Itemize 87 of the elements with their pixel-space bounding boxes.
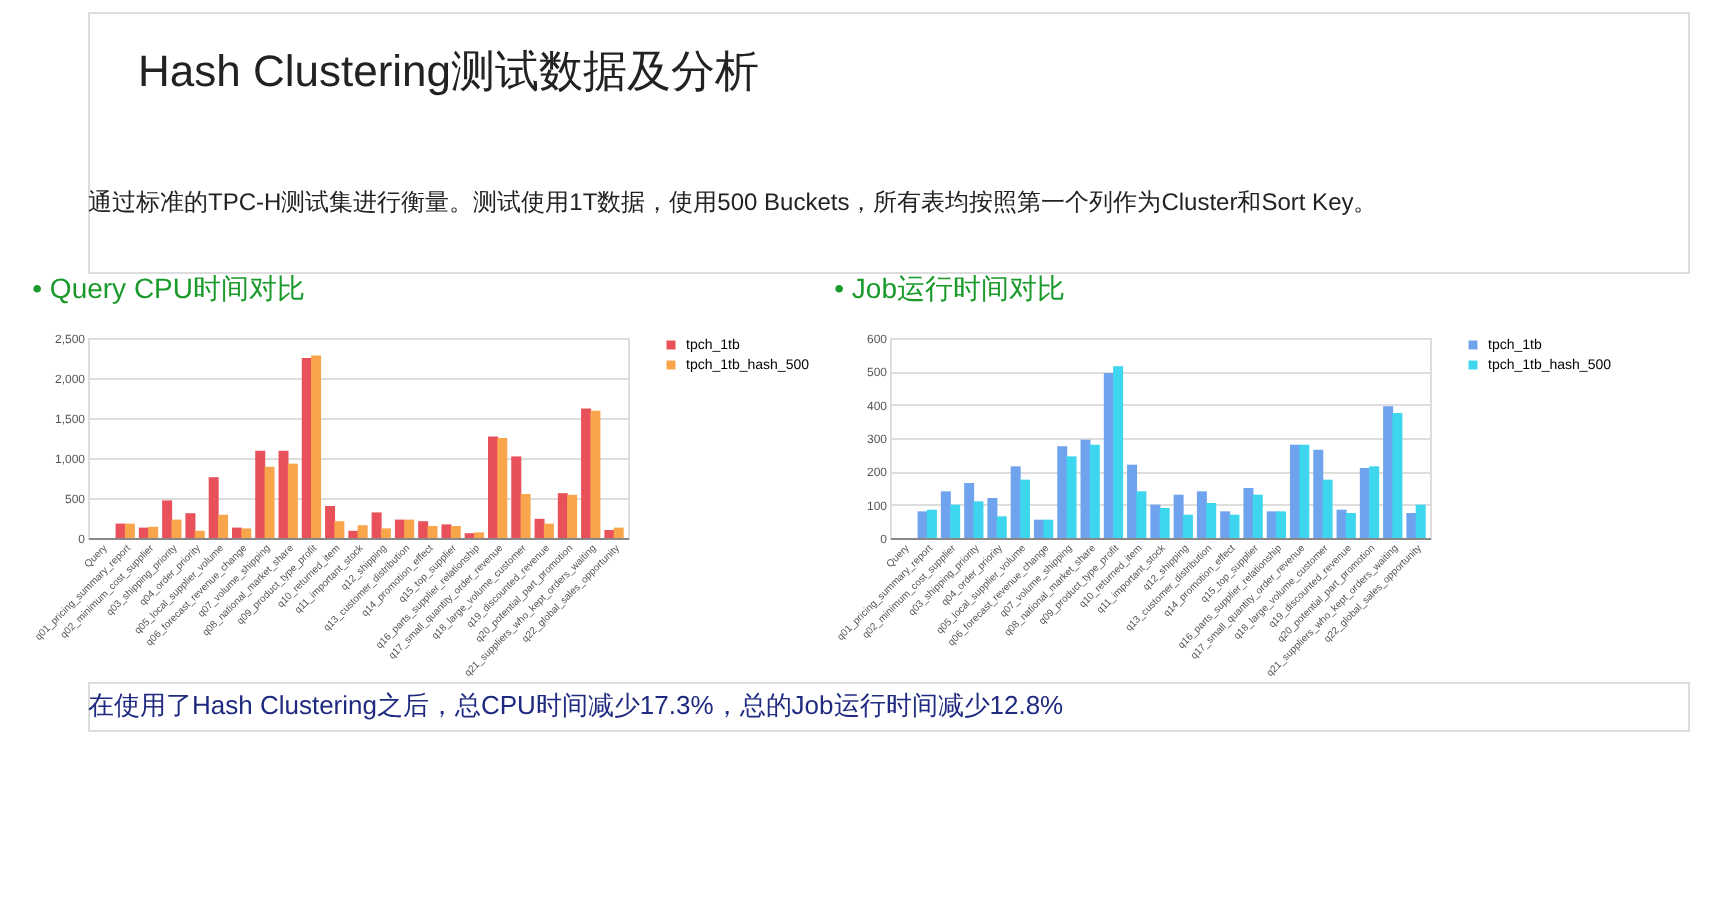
bar [973,501,984,538]
bar [278,450,289,538]
bar [185,513,196,538]
bar [301,358,312,538]
bar [590,410,601,538]
bar [604,530,615,538]
bar [450,526,461,538]
bar [1299,444,1310,538]
bar [1336,509,1347,538]
bar [1020,479,1030,538]
bar [557,493,568,538]
bar [1345,513,1356,538]
bar [334,521,345,538]
bar [348,530,359,538]
bar [311,355,322,538]
bar [1057,446,1068,538]
bar [1252,494,1263,538]
bar [1066,456,1077,538]
bar [543,523,554,538]
bar [1206,503,1217,538]
bar [1392,413,1403,538]
bar [926,509,937,538]
bar [325,506,336,538]
bar [124,523,135,538]
bar [1136,491,1147,538]
bar [194,530,205,538]
text: 在使用了Hash Clustering之后，总CPU时间减少17.3%，总的Job运行时间减少12.8% [88,690,1065,720]
bar [474,532,485,538]
bar [964,483,975,538]
bar [1113,366,1124,538]
bar [427,526,438,538]
bar [380,528,391,538]
bar [520,494,531,538]
bar [1383,406,1394,538]
bar [1406,513,1417,538]
bar [581,408,592,538]
bar [264,466,275,538]
bar [1276,511,1287,538]
bar [418,521,429,538]
bar [488,436,498,538]
bar [1266,511,1277,538]
bar [567,494,578,538]
bar [917,511,928,538]
chart-title: • Job运行时间对比 [834,272,1066,304]
bar [1159,508,1170,538]
bar [534,518,545,538]
bar [1010,466,1021,538]
bar [1196,491,1207,538]
bar [357,525,368,538]
bar [987,498,998,538]
bar [171,519,182,538]
bar [1290,444,1300,538]
bar [1220,511,1231,538]
bar [1089,444,1100,538]
bar [148,526,159,538]
bar [287,463,298,538]
bar [940,491,951,538]
bar [950,504,961,538]
bar [162,500,173,538]
bar [497,438,508,538]
bar [218,514,228,538]
bar [1043,519,1054,538]
bar [1359,468,1370,538]
bar [1313,449,1324,538]
bar [1103,373,1114,538]
bar [1173,494,1184,538]
text: 通过标准的TPC-H测试集进行衡量。测试使用1T数据，使用500 Buckets，所有表均按照第一个列作为Cluster和Sort Key。 [88,188,1378,216]
text: Hash Clustering测试数据及分析 [138,46,760,96]
bar [1243,488,1254,538]
bar [241,528,252,538]
bar [208,477,219,538]
bar [1369,466,1380,538]
bar [371,512,382,538]
bar [1150,504,1161,538]
bar [1080,439,1091,538]
chart-title: • Query CPU时间对比 [32,272,306,304]
bar [1415,504,1426,538]
bar [1182,514,1193,538]
bar [1322,479,1333,538]
bar [404,519,415,538]
bar [255,450,266,538]
bar [1229,514,1240,538]
bar [441,524,452,538]
bar [996,516,1007,538]
bar [1127,464,1138,538]
bar [613,527,624,538]
bar [511,456,522,538]
